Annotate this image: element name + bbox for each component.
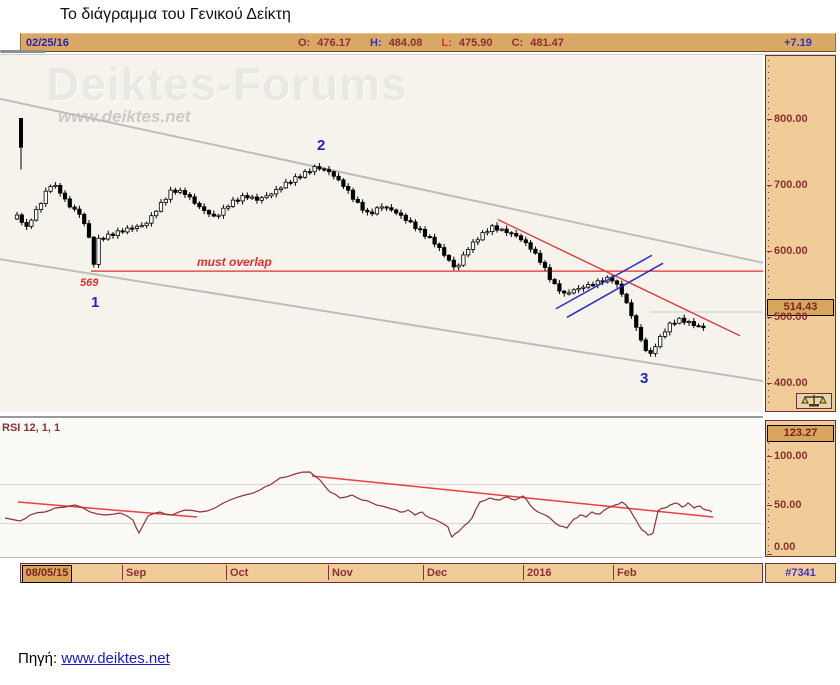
rsi-indicator-label: RSI 12, 1, 1	[2, 422, 61, 434]
date-tick	[613, 565, 614, 580]
rsi-axis[interactable]: 123.27 100.00 50.00 0.00	[765, 420, 836, 557]
low-label: L:	[441, 37, 452, 49]
rsi-series	[0, 471, 763, 539]
price-pane[interactable]: Deiktes-Forums www.deiktes.net 1 2 3 569…	[0, 55, 763, 412]
axis-label: 100.00	[774, 450, 808, 462]
close-value: 481.47	[530, 37, 564, 49]
axis-tick	[767, 316, 772, 318]
rsi-chart[interactable]	[0, 420, 763, 557]
change-value: +7.19	[784, 37, 812, 49]
must-overlap-label: must overlap	[197, 255, 272, 269]
axis-label: 800.00	[774, 113, 808, 125]
date-tick	[122, 565, 123, 580]
date-axis[interactable]: 08/05/15 Sep Oct Nov Dec 2016 Feb	[20, 563, 763, 583]
date-tick-label: Nov	[332, 567, 353, 579]
date-tick-label: Dec	[427, 567, 448, 579]
ohlc-header-bar: 02/25/16 O: 476.17 H: 484.08 L: 475.90 C…	[20, 33, 836, 52]
axis-label: 700.00	[774, 179, 808, 191]
wave-2-label: 2	[317, 137, 326, 154]
price-569-label: 569	[80, 277, 99, 289]
trendlines-over	[497, 219, 741, 337]
source-link[interactable]: www.deiktes.net	[61, 650, 170, 667]
axis-label: 50.00	[774, 499, 802, 511]
low-value: 475.90	[458, 37, 493, 49]
axis-label: 500.00	[774, 311, 808, 323]
ohlc-values: O: 476.17 H: 484.08 L: 475.90 C: 481.47	[298, 37, 568, 49]
splitter-handle[interactable]	[0, 50, 46, 53]
trendlines-under	[0, 97, 763, 383]
date-tick-label: Feb	[617, 567, 637, 579]
axis-tick	[767, 118, 772, 120]
wave-1-label: 1	[91, 294, 100, 311]
axis-tick	[767, 455, 772, 457]
scale-settings-button[interactable]	[796, 393, 832, 409]
last-price-marker: 514.43	[767, 299, 834, 317]
date-tick-label: Oct	[230, 567, 249, 579]
source-line: Πηγή: www.deiktes.net	[18, 650, 170, 667]
scales-icon	[801, 395, 827, 407]
high-label: H:	[370, 37, 382, 49]
open-value: 476.17	[317, 37, 351, 49]
date-tick	[328, 565, 329, 580]
axis-label: 600.00	[774, 245, 808, 257]
date-tick-label: 2016	[527, 567, 552, 579]
price-axis[interactable]: 514.43 800.00 700.00 600.00 500.00 400.00	[765, 55, 836, 412]
watermark-text: Deiktes-Forums	[46, 58, 408, 110]
axis-tick	[767, 504, 772, 506]
close-label: C:	[511, 37, 524, 49]
open-label: O:	[298, 37, 311, 49]
wave-3-label: 3	[640, 370, 649, 387]
axis-minor-ticks	[768, 425, 769, 552]
bar-count-box: #7341	[765, 563, 836, 583]
axis-tick	[767, 382, 772, 384]
high-value: 484.08	[388, 37, 423, 49]
axis-tick	[767, 250, 772, 252]
last-bar-date: 02/25/16	[26, 37, 69, 49]
axis-minor-ticks	[768, 60, 769, 407]
axis-tick	[767, 553, 772, 555]
axis-label: 400.00	[774, 377, 808, 389]
page-title: Το διάγραμμα του Γενικού Δείκτη	[60, 6, 291, 23]
candles	[14, 118, 706, 357]
source-label: Πηγή:	[18, 650, 58, 667]
pane-divider[interactable]	[0, 416, 763, 418]
axis-label: 0.00	[774, 541, 796, 553]
candlestick-chart[interactable]	[0, 55, 763, 412]
watermark-url: www.deiktes.net	[58, 107, 191, 126]
axis-tick	[767, 184, 772, 186]
date-tick	[226, 565, 227, 580]
date-tick	[523, 565, 524, 580]
date-tick	[423, 565, 424, 580]
rsi-value-marker: 123.27	[767, 425, 834, 443]
rsi-pane[interactable]: RSI 12, 1, 1	[0, 420, 763, 558]
pane-top-border	[0, 54, 836, 55]
date-tick-label: Sep	[126, 567, 147, 579]
first-date-box: 08/05/15	[22, 565, 72, 583]
